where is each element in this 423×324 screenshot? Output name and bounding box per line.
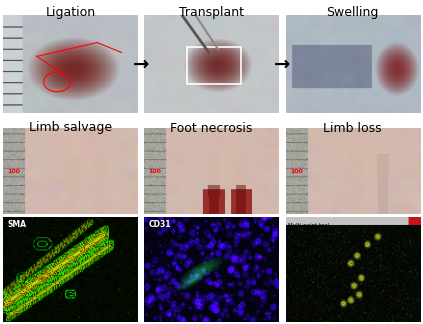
Text: Limb loss: Limb loss [323,122,382,134]
Bar [187,47,241,84]
Text: Transplant: Transplant [179,6,244,19]
Text: →: → [133,55,149,74]
Text: 100: 100 [8,168,21,174]
Text: CD31: CD31 [148,220,171,229]
Text: Multi-point tool: Multi-point tool [288,224,330,228]
Text: Ligation: Ligation [45,6,96,19]
Text: Swelling: Swelling [327,6,379,19]
Text: Foot necrosis: Foot necrosis [170,122,253,134]
Text: 100: 100 [148,168,162,174]
Text: →: → [274,55,290,74]
Text: Limb salvage: Limb salvage [29,122,112,134]
Text: SMA: SMA [8,220,26,229]
Text: 100: 100 [290,168,303,174]
